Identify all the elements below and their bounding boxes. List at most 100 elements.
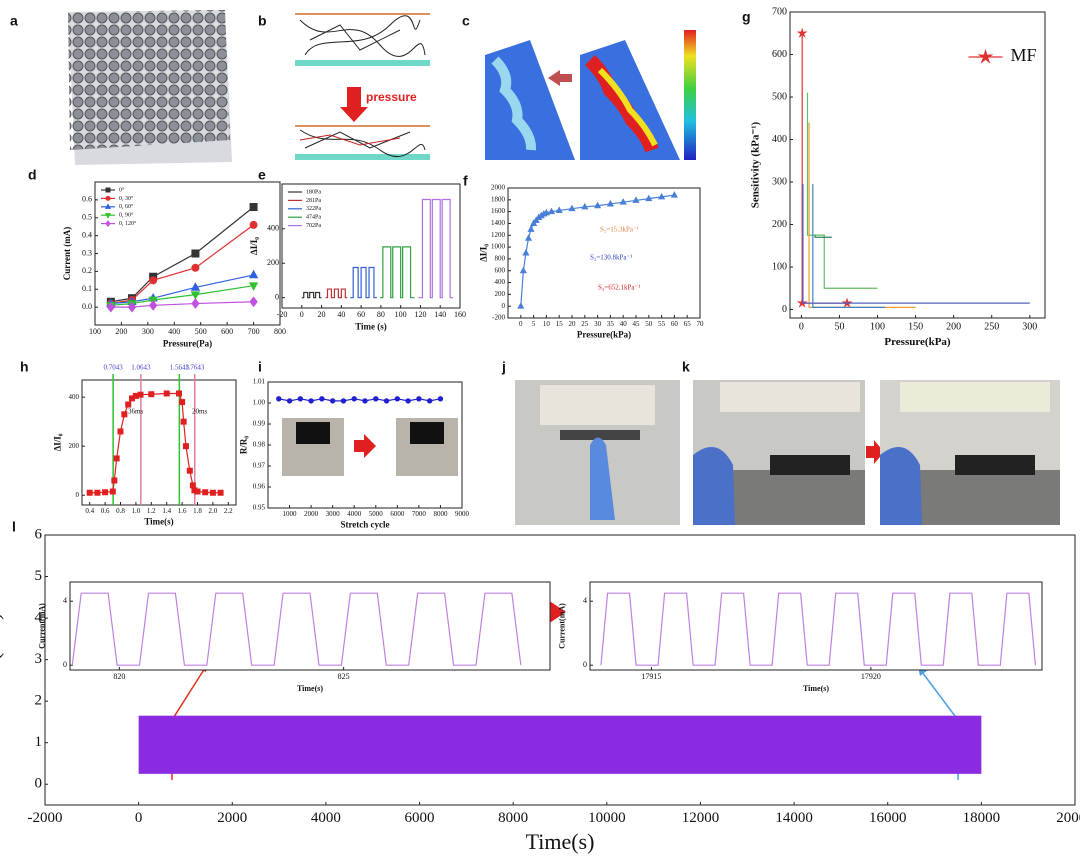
data-point <box>137 391 144 398</box>
chart: 820 825 0 4 Time(s) Current(mA) <box>38 581 551 693</box>
data-point <box>416 396 422 402</box>
y-tick-label: 400 <box>495 278 506 286</box>
x-tick-label: 40 <box>337 310 345 319</box>
data-point <box>426 398 433 404</box>
x-tick-label: 120 <box>414 310 426 319</box>
y-tick-label: 600 <box>495 266 506 274</box>
y-tick-label: 0.1 <box>82 284 92 293</box>
x-tick-label: 250 <box>984 321 999 332</box>
x-tick-label: 400 <box>168 327 180 336</box>
y-tick-label: 0.0 <box>82 302 92 311</box>
y-tick-label: 0 <box>76 491 80 499</box>
data-point <box>527 225 535 232</box>
x-tick-label: 45 <box>633 320 641 328</box>
y-tick-label: 2 <box>35 693 43 709</box>
y-tick-label: 1400 <box>491 219 506 227</box>
x-tick-label: 300 <box>1022 321 1037 332</box>
data-point <box>394 396 401 402</box>
plot-frame <box>589 581 1043 671</box>
data-line <box>350 266 377 299</box>
legend-marker <box>105 220 111 228</box>
data-point <box>125 401 132 408</box>
data-line <box>418 198 454 299</box>
x-tick-label: 1000 <box>283 510 298 518</box>
data-point <box>249 220 258 229</box>
data-point <box>191 263 200 272</box>
x-tick-label: 60 <box>671 320 679 328</box>
x-tick-label: 6000 <box>390 510 405 518</box>
x-axis-label: Pressure(Pa) <box>163 339 212 349</box>
y-tick-label: 300 <box>772 176 787 187</box>
y-tick-label: 0.3 <box>82 248 92 257</box>
data-point <box>645 194 653 202</box>
y-axis-label: Current(mA) <box>558 603 567 649</box>
x-tick-label: 18000 <box>963 810 1001 826</box>
y-tick-label: 0.6 <box>82 195 92 204</box>
chart: -20 0 20 40 60 80 100 120 140 160 0 200 400 Time (s) Δ… <box>249 167 466 332</box>
plot-frame <box>69 581 551 671</box>
data-point <box>176 390 183 397</box>
y-axis-label: Current(mA) <box>0 613 4 728</box>
data-point <box>319 396 325 402</box>
x-tick-label: 17920 <box>861 672 881 681</box>
x-tick-label: -2000 <box>28 810 63 826</box>
x-tick-label: 14000 <box>775 810 813 826</box>
data-line <box>808 122 916 308</box>
data-point <box>86 489 93 496</box>
y-tick-label: 0.95 <box>253 504 266 512</box>
data-point <box>362 398 368 404</box>
y-tick-label: 0.98 <box>253 441 266 449</box>
annotation: S₃=652.1kPa⁻¹ <box>598 284 640 292</box>
data-point <box>202 489 209 496</box>
data-point <box>102 489 109 496</box>
y-tick-label: 0.5 <box>82 213 92 222</box>
data-line <box>278 398 441 402</box>
chart: 1000 2000 3000 4000 5000 6000 7000 8000 9000 0.95… <box>238 359 469 530</box>
x-tick-label: 25 <box>581 320 589 328</box>
data-point <box>186 467 193 474</box>
y-tick-label: 200 <box>267 258 279 267</box>
y-axis-label: Current (mA) <box>62 227 72 281</box>
x-tick-label: 2.2 <box>224 507 233 515</box>
inset-background <box>590 582 1042 670</box>
annotation: 36ms <box>128 408 143 416</box>
x-tick-label: 30 <box>594 320 602 328</box>
x-tick-label: 1.8 <box>193 507 202 515</box>
legend-marker <box>105 187 111 193</box>
data-point <box>308 398 314 404</box>
y-tick-label: 200 <box>495 290 506 298</box>
y-tick-label: 1600 <box>491 207 506 215</box>
data-point <box>383 398 390 404</box>
panel-label: a <box>10 13 18 29</box>
x-tick-label: 20 <box>569 320 577 328</box>
y-tick-label: 1 <box>35 734 43 750</box>
x-tick-label: 100 <box>870 321 885 332</box>
x-tick-label: 700 <box>248 327 260 336</box>
signal-band <box>138 715 982 774</box>
panel-label: c <box>462 13 470 29</box>
y-tick-label: 500 <box>772 91 787 102</box>
data-point <box>568 204 576 212</box>
x-tick-label: 16000 <box>869 810 907 826</box>
plot-frame <box>81 379 237 506</box>
y-tick-label: 0 <box>502 302 506 310</box>
y-tick-label: 400 <box>69 393 80 401</box>
y-tick-label: 1.01 <box>253 378 266 386</box>
data-line <box>379 246 415 299</box>
x-tick-label: 50 <box>645 320 653 328</box>
plot-frame <box>789 11 1046 319</box>
legend-label: 180Pa <box>306 189 321 195</box>
reference-label: 1.0643 <box>131 364 151 372</box>
data-point <box>217 489 224 496</box>
panel-label: g <box>742 9 751 25</box>
data-point <box>286 398 293 404</box>
panel-label: k <box>682 359 690 375</box>
x-tick-label: 100 <box>395 310 407 319</box>
chart: 0.4 0.6 0.8 1.0 1.2 1.4 1.6 1.8 2.0 2.2 0 200 400 Tim… <box>20 359 237 527</box>
y-tick-label: 0 <box>63 660 67 669</box>
x-tick-label: 140 <box>434 310 446 319</box>
data-line <box>325 288 348 299</box>
x-tick-label: 2.0 <box>209 507 218 515</box>
annotation: S₁=15.3kPa⁻¹ <box>600 226 639 234</box>
